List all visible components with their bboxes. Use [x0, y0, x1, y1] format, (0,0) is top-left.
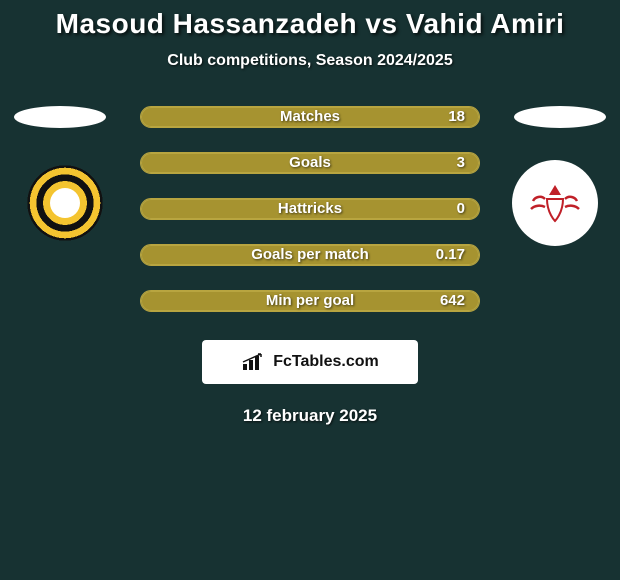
club-right-icon — [525, 181, 585, 225]
stat-bar-value: 3 — [457, 154, 465, 171]
player-right-silhouette — [514, 106, 606, 128]
stat-bar: Min per goal 642 — [140, 290, 480, 312]
stat-bar: Goals per match 0.17 — [140, 244, 480, 266]
brand-chart-icon — [241, 352, 267, 372]
comparison-card: Masoud Hassanzadeh vs Vahid Amiri Club c… — [0, 0, 620, 580]
stat-bar-label: Goals — [141, 154, 479, 171]
page-subtitle: Club competitions, Season 2024/2025 — [0, 52, 620, 70]
comparison-body: Matches 18 Goals 3 Hattricks 0 Goals per… — [0, 106, 620, 426]
stat-bar: Goals 3 — [140, 152, 480, 174]
stat-bar-value: 18 — [448, 108, 465, 125]
club-right-badge — [512, 160, 598, 246]
stat-bar-label: Goals per match — [141, 246, 479, 263]
club-left-badge — [22, 160, 108, 246]
date-label: 12 february 2025 — [0, 406, 620, 426]
stat-bar-label: Matches — [141, 108, 479, 125]
stat-bar: Hattricks 0 — [140, 198, 480, 220]
page-title: Masoud Hassanzadeh vs Vahid Amiri — [0, 8, 620, 40]
stat-bar: Matches 18 — [140, 106, 480, 128]
brand-text: FcTables.com — [273, 353, 379, 371]
stat-bar-value: 0.17 — [436, 246, 465, 263]
stat-bar-label: Hattricks — [141, 200, 479, 217]
player-left-silhouette — [14, 106, 106, 128]
stat-bar-value: 642 — [440, 292, 465, 309]
stat-bar-value: 0 — [457, 200, 465, 217]
stat-bars: Matches 18 Goals 3 Hattricks 0 Goals per… — [140, 106, 480, 312]
stat-bar-label: Min per goal — [141, 292, 479, 309]
brand-badge: FcTables.com — [202, 340, 418, 384]
